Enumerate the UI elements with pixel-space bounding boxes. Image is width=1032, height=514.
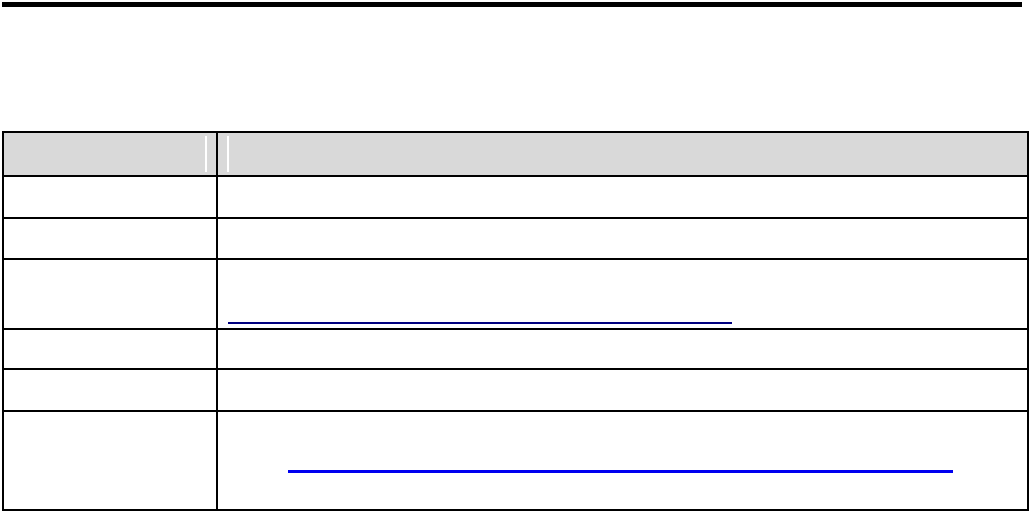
row3-label-cell	[4, 260, 218, 328]
row4-label-cell	[4, 330, 218, 368]
navy-underlined-blank-link[interactable]	[228, 322, 732, 324]
document-table: /* inject the left-cell sliver after con…	[2, 131, 1029, 511]
row6-label-cell	[4, 412, 218, 509]
header-shading-edge	[205, 136, 207, 172]
row1-label-cell	[4, 177, 218, 217]
row4-value-cell	[218, 330, 1027, 368]
table-row	[4, 330, 1027, 370]
row2-label-cell	[4, 219, 218, 258]
header-shading-edge	[227, 136, 229, 172]
row5-value-cell	[218, 370, 1027, 410]
row6-value-cell	[218, 412, 1027, 509]
table-row	[4, 412, 1027, 509]
table-row	[4, 219, 1027, 260]
header-cell-left	[4, 133, 218, 175]
page-header-rule	[2, 2, 1022, 7]
row1-value-cell	[218, 177, 1027, 217]
row5-label-cell	[4, 370, 218, 410]
table-row	[4, 260, 1027, 330]
table-row	[4, 370, 1027, 412]
table-row	[4, 177, 1027, 219]
header-cell-right	[218, 133, 1027, 175]
row3-value-cell	[218, 260, 1027, 328]
table-header-row	[4, 133, 1027, 177]
blue-underlined-hyperlink[interactable]	[288, 470, 953, 473]
row2-value-cell	[218, 219, 1027, 258]
